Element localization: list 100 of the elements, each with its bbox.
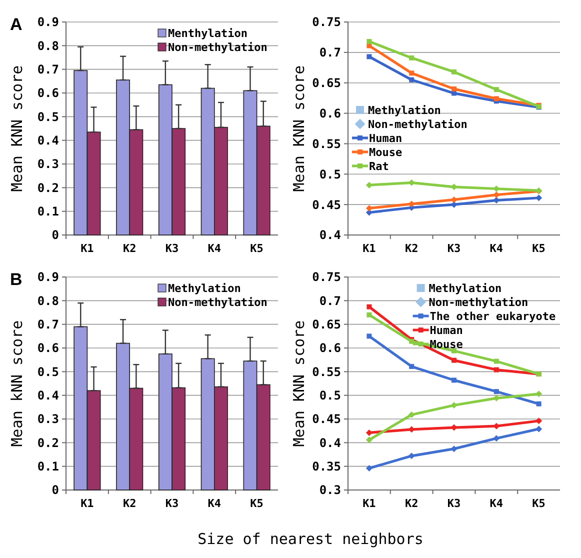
y-tick-label: 0.5 (37, 364, 59, 379)
x-tick-label: K5 (532, 497, 546, 510)
y-tick-label: 0.4 (319, 436, 341, 450)
y-tick-label: 0.2 (37, 180, 59, 195)
y-tick-label: 0.45 (312, 412, 341, 426)
y-tick-label: 0.4 (37, 388, 59, 403)
chart-title: A (10, 15, 22, 34)
legend-label: Menthylation (168, 26, 248, 40)
point (536, 390, 542, 398)
y-tick-label: 0 (52, 228, 59, 242)
point (366, 334, 372, 339)
point (494, 358, 499, 364)
point (494, 389, 499, 394)
point (452, 378, 456, 383)
point (452, 358, 456, 363)
y-axis-title: Mean KNN score (290, 320, 308, 447)
y-tick-label: 0 (52, 483, 59, 498)
point (366, 436, 372, 444)
point (366, 429, 372, 436)
point (493, 394, 500, 402)
y-tick-label: 0.7 (319, 46, 341, 60)
point (536, 194, 542, 202)
annotation: Methylation (428, 282, 502, 295)
x-tick-label: K1 (362, 242, 376, 255)
x-tick-label: K4 (208, 242, 222, 255)
point (409, 364, 414, 369)
point (366, 54, 372, 60)
y-tick-label: 0.35 (312, 460, 341, 474)
x-tick-label: K1 (362, 497, 376, 510)
x-tick-label: K1 (80, 242, 94, 255)
y-tick-label: 0.3 (37, 412, 59, 426)
y-tick-label: 0.6 (37, 341, 59, 356)
x-tick-label: K4 (490, 242, 504, 255)
y-axis-title: Mean KNN score (8, 65, 26, 192)
x-tick-label: K5 (532, 242, 546, 255)
y-tick-label: 0.7 (37, 318, 59, 332)
point (409, 77, 414, 82)
x-tick-label: K2 (122, 497, 136, 510)
point (366, 38, 372, 44)
y-tick-label: 0.55 (312, 364, 341, 379)
point (366, 312, 372, 318)
y-tick-label: 0.8 (37, 294, 59, 308)
y-tick-label: 0.6 (319, 341, 341, 356)
point (408, 200, 415, 208)
y-tick-label: 0.9 (37, 15, 59, 30)
annotation: Methylation (368, 104, 441, 117)
y-tick-label: 0.5 (319, 167, 341, 182)
x-tick-label: K3 (447, 242, 461, 255)
point (494, 367, 499, 372)
y-tick-label: 0.5 (37, 110, 59, 124)
annotation: Non-methylation (428, 296, 528, 309)
y-tick-label: 0.6 (319, 106, 341, 120)
y-tick-label: 0.7 (319, 294, 341, 308)
y-axis-title: Mean KNN score (290, 65, 308, 192)
y-tick-label: 0.4 (37, 134, 59, 148)
y-tick-label: 0.55 (312, 136, 341, 151)
point (450, 196, 458, 203)
y-axis-title: Mean kNN score (8, 320, 26, 447)
y-tick-label: 0.3 (37, 157, 59, 172)
x-tick-label: K1 (80, 497, 94, 510)
x-tick-label: K5 (250, 497, 264, 510)
x-tick-label: K2 (404, 242, 418, 255)
y-tick-label: 0.75 (312, 270, 341, 284)
x-tick-label: K4 (490, 497, 504, 510)
legend-label: Human (430, 324, 463, 337)
y-tick-label: 0.65 (312, 76, 341, 90)
y-tick-label: 0.1 (37, 460, 59, 474)
y-tick-label: 0.2 (37, 436, 59, 450)
y-tick-label: 0.75 (312, 15, 341, 30)
x-tick-label: K2 (404, 497, 418, 510)
y-tick-label: 0.1 (37, 204, 59, 219)
x-tick-label: K3 (165, 497, 179, 510)
point (452, 69, 456, 74)
point (408, 411, 415, 418)
legend-label: Mouse (369, 146, 402, 159)
point (493, 422, 500, 430)
y-tick-label: 0.3 (319, 483, 341, 498)
y-tick-label: 0.7 (37, 62, 59, 77)
point (493, 192, 500, 198)
y-tick-label: 0.6 (37, 86, 59, 100)
y-tick-label: 0.45 (312, 198, 341, 212)
legend-label: Human (369, 132, 402, 145)
legend-label: Non-methylation (168, 296, 268, 309)
point (494, 87, 499, 92)
y-tick-label: 0.5 (319, 388, 341, 403)
legend-label: Mouse (430, 338, 464, 351)
x-tick-label: K2 (122, 242, 136, 255)
point (494, 96, 499, 102)
legend-label: Rat (369, 160, 389, 173)
point (366, 204, 372, 212)
legend-label: Methylation (168, 282, 241, 295)
point (450, 402, 458, 409)
x-tick-label: K3 (165, 242, 179, 255)
x-tick-label: K4 (208, 497, 222, 510)
x-axis-title: Size of nearest neighbors (198, 530, 424, 548)
y-tick-label: 0.9 (37, 270, 59, 284)
point (450, 446, 458, 452)
point (452, 348, 456, 354)
x-tick-label: K5 (250, 242, 264, 255)
point (536, 426, 542, 432)
